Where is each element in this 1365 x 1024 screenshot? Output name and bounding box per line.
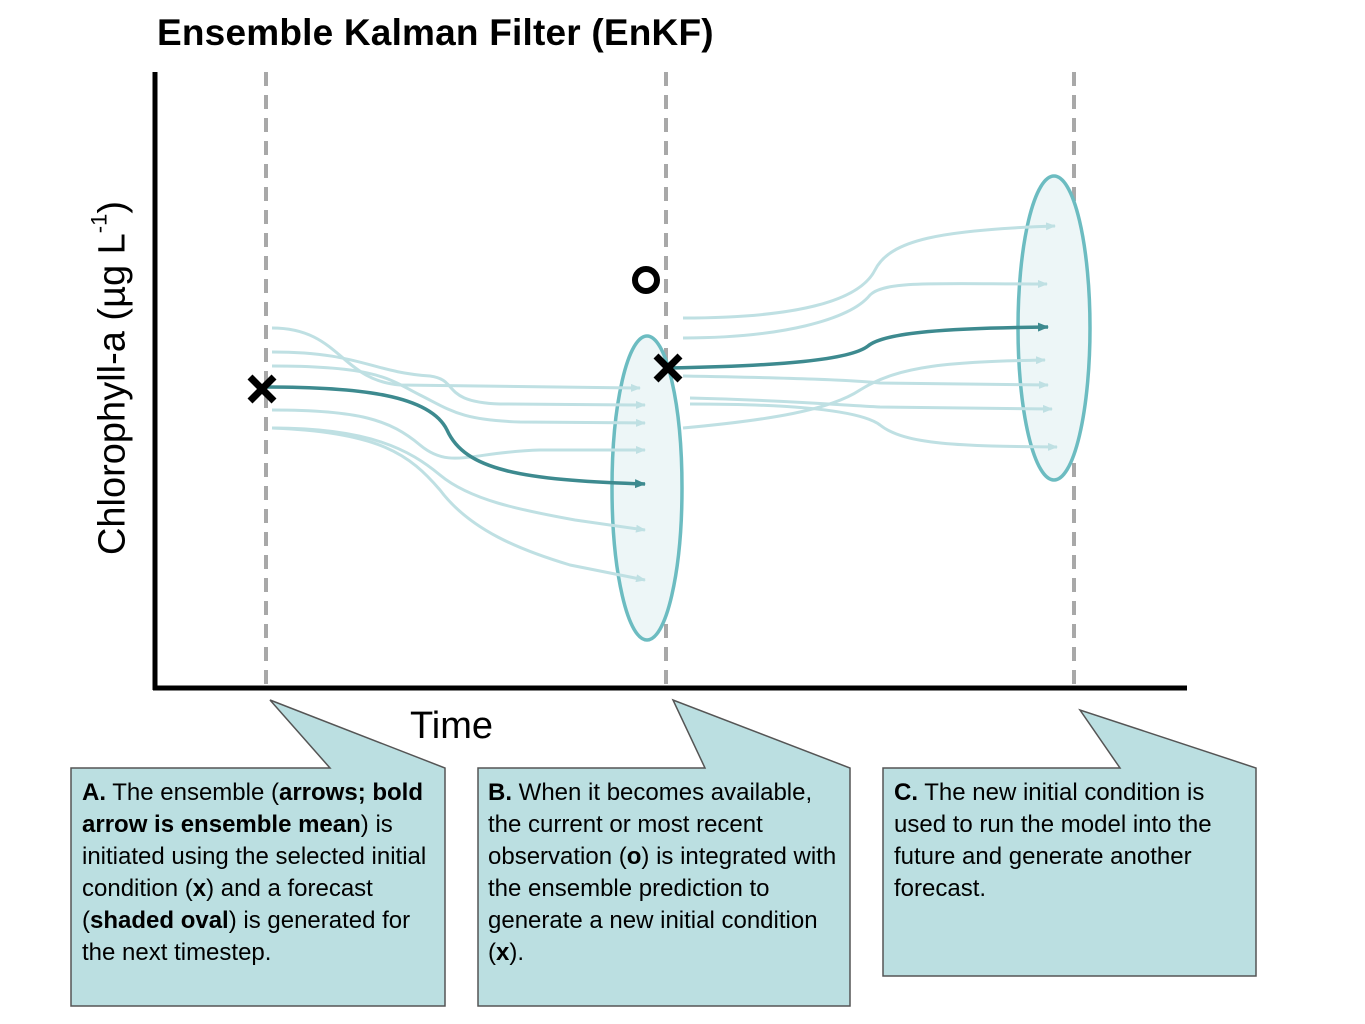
callout-text: ) is initiated using the selected initia… bbox=[82, 811, 427, 902]
diagram-title: Ensemble Kalman Filter (EnKF) bbox=[157, 12, 714, 53]
y-axis-label: Chlorophyll-a (µg L-1) bbox=[86, 200, 134, 556]
initial-condition-marker-2 bbox=[653, 353, 683, 383]
callout-box-c bbox=[882, 708, 1257, 977]
callout-text: When it becomes available, the current o… bbox=[488, 779, 813, 870]
callout-b-text: B. When it becomes available, the curren… bbox=[478, 772, 850, 974]
forecast-oval-1 bbox=[610, 334, 684, 642]
initial-condition-marker-1 bbox=[247, 374, 277, 404]
callout-c-text: C. The new initial condition is used to … bbox=[884, 772, 1256, 910]
ensemble-arrow bbox=[689, 402, 1058, 451]
callout-bold-text: A. bbox=[82, 779, 106, 806]
callout-bold-text: x bbox=[192, 875, 207, 902]
ensemble-members-2 bbox=[682, 222, 1058, 451]
callout-bold-text: x bbox=[496, 939, 510, 966]
ensemble-arrow bbox=[682, 222, 1056, 320]
ensemble-arrow bbox=[682, 279, 1048, 340]
callout-text: The ensemble ( bbox=[106, 779, 279, 806]
callout-text: ) and a forecast ( bbox=[82, 875, 373, 934]
callout-shapes bbox=[70, 698, 1257, 1007]
observation-marker bbox=[632, 266, 660, 294]
callout-bold-text: C. bbox=[894, 779, 918, 806]
ensemble-arrow bbox=[682, 374, 1049, 389]
callout-text: ) is generated for the next timestep. bbox=[82, 907, 411, 966]
ensemble-arrow bbox=[271, 350, 646, 409]
ensemble-arrow bbox=[271, 326, 641, 392]
callout-a-text: A. The ensemble (arrows; bold arrow is e… bbox=[72, 772, 444, 974]
ensemble-arrow bbox=[689, 396, 1053, 413]
axes bbox=[152, 72, 1187, 691]
ensemble-mean-arrow-1 bbox=[264, 385, 646, 489]
ensemble-arrow bbox=[271, 408, 646, 460]
ensemble-members-1 bbox=[271, 326, 646, 583]
callout-bold-text: B. bbox=[488, 779, 512, 806]
x-axis-label: Time bbox=[410, 705, 494, 747]
callout-box-a bbox=[70, 699, 446, 1007]
callout-box-b bbox=[477, 698, 851, 1007]
callout-text: ) is integrated with the ensemble predic… bbox=[488, 843, 837, 966]
ensemble-arrow bbox=[271, 426, 646, 533]
ensemble-arrow bbox=[682, 356, 1046, 430]
ensemble-arrow bbox=[271, 364, 646, 427]
callout-bold-text: shaded oval bbox=[90, 907, 229, 934]
callout-text: The new initial condition is used to run… bbox=[894, 779, 1212, 902]
ensemble-arrow bbox=[271, 426, 646, 583]
callout-bold-text: arrows; bold arrow is ensemble mean bbox=[82, 779, 423, 838]
callout-bold-text: o bbox=[626, 843, 642, 870]
ensemble-mean-arrow-2 bbox=[667, 322, 1049, 370]
callout-text: ). bbox=[509, 939, 525, 966]
